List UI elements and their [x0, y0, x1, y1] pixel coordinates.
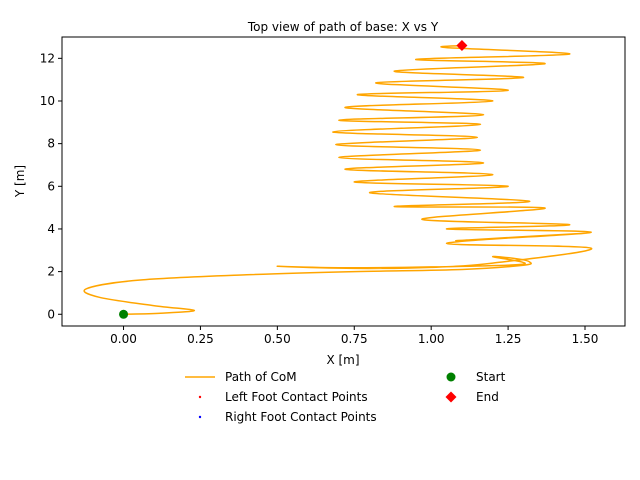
x-tick-label: 0.50: [264, 332, 291, 346]
legend-label: Left Foot Contact Points: [225, 390, 368, 404]
y-axis-ticks: 0 2 4 6 8 10 12: [40, 51, 62, 321]
plot-area: 0.00 0.25 0.50 0.75 1.00 1.25 1.50 0 2 4 6 8 10 12: [40, 36, 626, 346]
x-tick-label: 0.00: [110, 332, 137, 346]
legend-label: Path of CoM: [225, 370, 297, 384]
start-marker: [119, 309, 129, 319]
end-marker: [456, 40, 468, 52]
x-tick-label: 1.50: [572, 332, 599, 346]
y-tick-label: 4: [47, 222, 55, 236]
legend-start-swatch: [446, 372, 456, 382]
com-path-line: [83, 44, 592, 316]
x-tick-label: 1.00: [418, 332, 445, 346]
legend-dot-swatch: [198, 415, 202, 419]
y-tick-label: 2: [47, 265, 55, 279]
legend-item: End: [445, 390, 499, 404]
y-axis-label: Y [m]: [13, 165, 27, 198]
legend: Path of CoM Left Foot Contact Points Right…: [185, 370, 506, 424]
x-axis-ticks: 0.00 0.25 0.50 0.75 1.00 1.25 1.50: [110, 326, 598, 346]
x-tick-label: 0.25: [187, 332, 214, 346]
y-tick-label: 6: [47, 179, 55, 193]
x-axis-label: X [m]: [326, 353, 359, 367]
plot-frame: [61, 36, 626, 327]
x-tick-label: 0.75: [341, 332, 368, 346]
legend-item: Start: [446, 370, 506, 384]
legend-item: Path of CoM: [185, 370, 297, 384]
legend-item: Left Foot Contact Points: [198, 390, 368, 404]
x-tick-label: 1.25: [495, 332, 522, 346]
legend-dot-swatch: [198, 395, 202, 399]
series-layer: [83, 40, 592, 319]
legend-end-swatch: [445, 391, 457, 403]
y-tick-label: 12: [40, 51, 55, 65]
legend-label: End: [476, 390, 499, 404]
y-tick-label: 10: [40, 94, 55, 108]
legend-item: Right Foot Contact Points: [198, 410, 377, 424]
legend-label: Start: [476, 370, 506, 384]
chart-title: Top view of path of base: X vs Y: [247, 20, 439, 34]
y-tick-label: 8: [47, 137, 55, 151]
y-tick-label: 0: [47, 307, 55, 321]
legend-label: Right Foot Contact Points: [225, 410, 377, 424]
